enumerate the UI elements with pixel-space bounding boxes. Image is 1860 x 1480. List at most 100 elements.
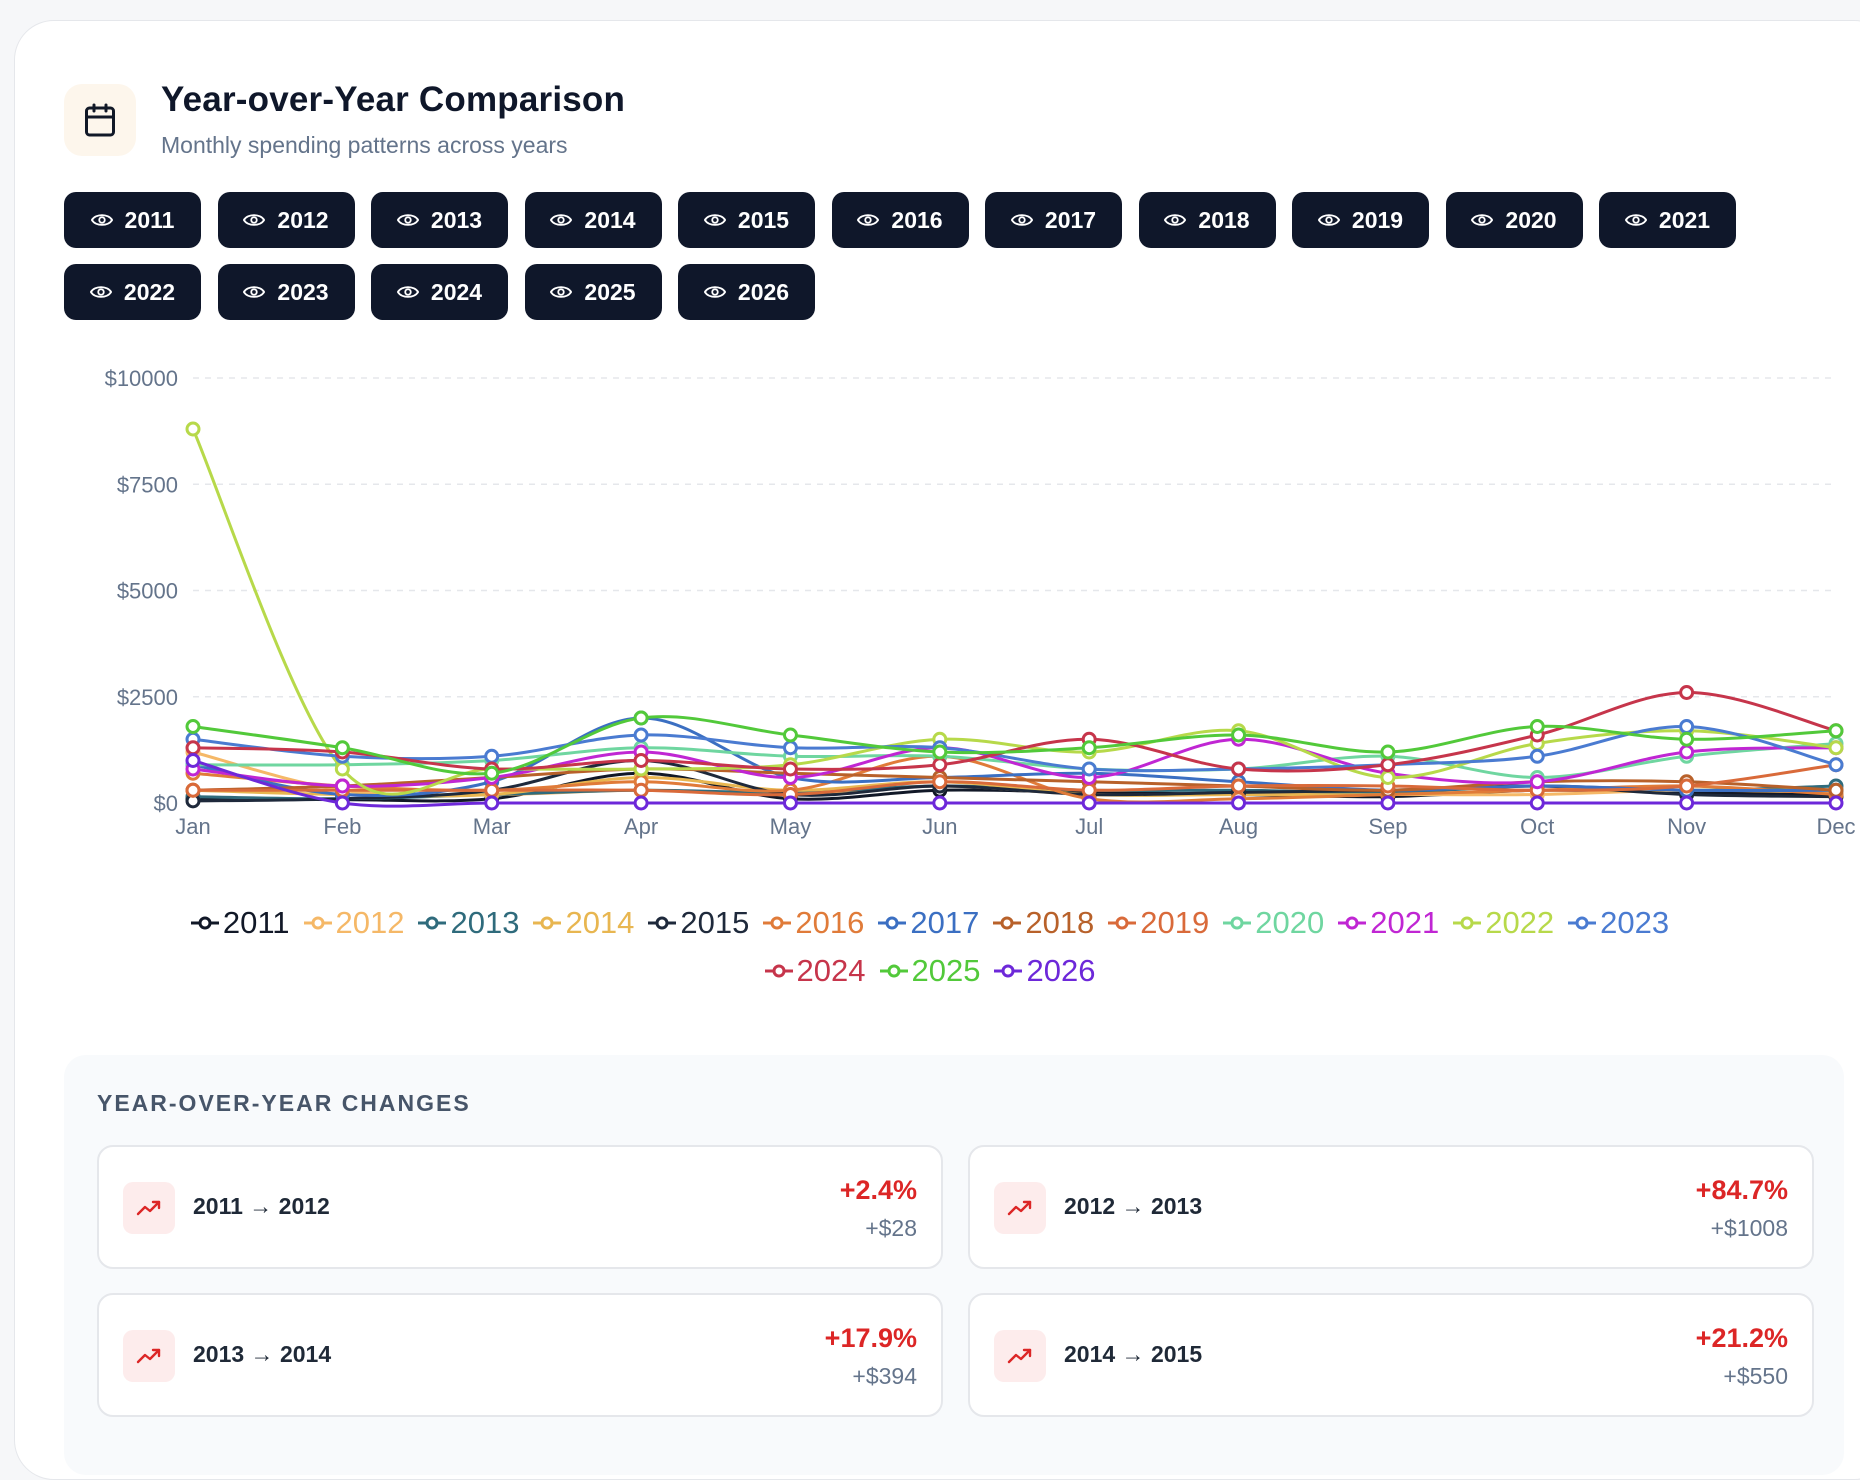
legend-marker [878, 916, 907, 930]
data-point-2026-Sep [1380, 795, 1396, 811]
year-toggle-2024[interactable]: 2024 [371, 264, 508, 320]
year-toggle-label: 2012 [277, 206, 329, 233]
legend-item-2022[interactable]: 2022 [1453, 905, 1554, 941]
trending-up-icon [994, 1182, 1046, 1234]
legend-item-2024[interactable]: 2024 [764, 953, 866, 989]
data-point-2024-Jun [932, 757, 948, 773]
eye-icon [550, 212, 584, 228]
change-percent: +17.9% [824, 1323, 917, 1353]
legend-item-2019[interactable]: 2019 [1108, 905, 1209, 941]
data-point-2023-Dec [1828, 757, 1844, 773]
legend-item-2016[interactable]: 2016 [763, 905, 864, 941]
year-toggle-label: 2017 [1044, 206, 1097, 233]
legend-item-2020[interactable]: 2020 [1223, 905, 1324, 941]
eye-icon [396, 212, 431, 228]
year-toggle-2021[interactable]: 2021 [1599, 192, 1736, 248]
year-toggle-2023[interactable]: 2023 [217, 264, 355, 320]
data-point-2024-Nov [1679, 685, 1695, 700]
trending-up-icon [123, 1182, 175, 1234]
legend-marker [879, 964, 908, 978]
change-amount: +$550 [1723, 1363, 1788, 1389]
legend-item-2014[interactable]: 2014 [533, 905, 634, 941]
eye-icon [703, 212, 738, 228]
year-toggle-2014[interactable]: 2014 [524, 192, 662, 248]
data-point-2023-Oct [1529, 748, 1545, 764]
eye-icon [1010, 212, 1045, 228]
data-point-2025-Nov [1679, 731, 1695, 747]
data-point-2022-Jan [185, 421, 201, 437]
year-toggle-2022[interactable]: 2022 [64, 264, 201, 320]
data-point-2024-May [782, 761, 798, 777]
year-toggle-2012[interactable]: 2012 [217, 192, 355, 248]
year-toggle-2017[interactable]: 2017 [985, 192, 1122, 248]
legend-label: 2020 [1255, 905, 1325, 940]
line-chart: $0 $2500 $5000 $7500 $10000 Jan Feb Mar Apr May Ju… [105, 366, 1856, 839]
legend-marker [648, 916, 677, 930]
data-point-2026-Jun [932, 795, 948, 811]
legend-item-2023[interactable]: 2023 [1568, 905, 1669, 941]
legend-item-2025[interactable]: 2025 [879, 953, 980, 989]
y-tick-label: $7500 [117, 472, 178, 497]
legend-marker [1453, 916, 1482, 930]
data-point-2026-Aug [1231, 795, 1247, 811]
data-point-2022-Sep [1380, 770, 1396, 785]
legend-label: 2016 [795, 905, 865, 940]
legend-item-2013[interactable]: 2013 [418, 905, 519, 941]
x-tick-label: Jan [175, 814, 210, 839]
eye-icon [1164, 212, 1198, 228]
series-line-2017 [192, 716, 1837, 798]
legend-marker [303, 916, 332, 930]
legend-label: 2011 [222, 905, 290, 940]
year-toggle-2020[interactable]: 2020 [1445, 192, 1583, 248]
y-tick-label: $5000 [117, 579, 178, 604]
year-toggle-2025[interactable]: 2025 [524, 264, 662, 320]
x-tick-label: Dec [1816, 814, 1855, 839]
data-point-2023-Jul [1081, 761, 1097, 777]
data-point-2025-May [782, 727, 798, 743]
year-toggle-2018[interactable]: 2018 [1138, 192, 1276, 248]
legend-label: 2024 [796, 953, 866, 988]
change-card: 2011 → 2012 +2.4% +$28 [97, 1145, 943, 1269]
year-toggle-2026[interactable]: 2026 [678, 264, 815, 320]
year-toggle-2019[interactable]: 2019 [1292, 192, 1429, 248]
eye-icon [703, 284, 738, 300]
x-tick-label: Jul [1075, 814, 1103, 839]
year-toggle-label: 2018 [1198, 206, 1250, 233]
data-point-2026-Apr [633, 795, 649, 811]
legend-item-2017[interactable]: 2017 [878, 905, 979, 941]
legend-item-2012[interactable]: 2012 [303, 905, 404, 941]
legend-label: 2023 [1600, 905, 1670, 940]
year-toggle-2016[interactable]: 2016 [831, 192, 969, 248]
data-point-2022-Feb [334, 761, 350, 777]
page-title: Year-over-Year Comparison [161, 80, 626, 119]
data-point-2024-Aug [1231, 761, 1247, 777]
legend-label: 2013 [450, 905, 520, 940]
year-toggle-label: 2015 [737, 206, 790, 233]
legend-label: 2026 [1026, 953, 1096, 988]
legend-item-2015[interactable]: 2015 [648, 905, 749, 941]
legend-item-2018[interactable]: 2018 [993, 905, 1094, 941]
data-point-2023-Mar [484, 748, 500, 764]
change-label: 2011 → 2012 [193, 1193, 330, 1219]
year-toggle-2013[interactable]: 2013 [371, 192, 508, 248]
data-point-2026-Feb [334, 795, 350, 811]
data-point-2026-Oct [1529, 795, 1545, 811]
year-toggle-label: 2021 [1658, 206, 1711, 233]
data-point-2025-Jun [932, 744, 948, 760]
data-point-2025-Jul [1081, 740, 1097, 756]
x-tick-label: Feb [323, 814, 361, 839]
data-point-2026-Jan [185, 753, 201, 768]
legend-label: 2022 [1485, 905, 1555, 940]
data-point-2025-Sep [1380, 744, 1396, 760]
year-toggle-2011[interactable]: 2011 [64, 192, 201, 248]
data-point-2025-Feb [334, 740, 350, 756]
legend-item-2021[interactable]: 2021 [1338, 905, 1439, 941]
legend-item-2011[interactable]: 2011 [190, 905, 290, 941]
year-toggle-2015[interactable]: 2015 [678, 192, 815, 248]
legend-item-2026[interactable]: 2026 [994, 953, 1095, 989]
series-line-2024 [192, 690, 1837, 773]
series-line-2025 [192, 715, 1837, 776]
x-tick-label: Oct [1520, 814, 1554, 839]
legend-row: 2011 2012 2013 2014 2015 2016 2017 2018 2019 2020… [0, 905, 1860, 941]
change-label: 2012 → 2013 [1064, 1193, 1203, 1219]
